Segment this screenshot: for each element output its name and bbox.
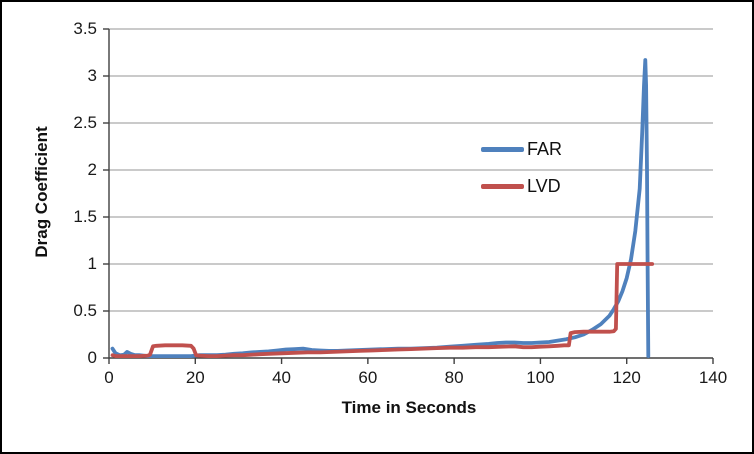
x-tick-label-100: 100 bbox=[526, 368, 555, 387]
legend-far-line-swatch bbox=[481, 147, 524, 152]
series-line-lvd bbox=[110, 262, 655, 359]
x-tick-label-40: 40 bbox=[272, 368, 292, 387]
x-tick-label-20: 20 bbox=[185, 368, 205, 387]
y-tick-label-3.5: 3.5 bbox=[73, 19, 97, 38]
y-tick-label-2.5: 2.5 bbox=[73, 113, 97, 132]
y-tick-label-2: 2 bbox=[87, 160, 97, 179]
legend-item-far: FAR bbox=[481, 138, 562, 161]
x-tick-label-0: 0 bbox=[104, 368, 114, 387]
x-axis-title: Time in Seconds bbox=[341, 398, 477, 417]
y-tick-label-1: 1 bbox=[87, 254, 97, 273]
x-tick-label-120: 120 bbox=[612, 368, 641, 387]
legend-item-lvd: LVD bbox=[481, 175, 562, 198]
y-tick-label-3: 3 bbox=[87, 66, 97, 85]
legend: FAR LVD bbox=[481, 138, 562, 198]
y-tick-label-0: 0 bbox=[87, 348, 97, 367]
legend-lvd-line-swatch bbox=[481, 184, 524, 189]
y-axis-title: Drag Coefficient bbox=[32, 126, 51, 258]
y-tick-label-0.5: 0.5 bbox=[73, 301, 97, 320]
series-line-far bbox=[110, 58, 651, 359]
legend-lvd-label: LVD bbox=[527, 176, 561, 196]
x-tick-label-60: 60 bbox=[358, 368, 378, 387]
x-tick-label-80: 80 bbox=[444, 368, 464, 387]
x-tick-label-140: 140 bbox=[698, 368, 728, 387]
legend-far-label: FAR bbox=[527, 139, 563, 159]
y-tick-label-1.5: 1.5 bbox=[73, 207, 97, 226]
